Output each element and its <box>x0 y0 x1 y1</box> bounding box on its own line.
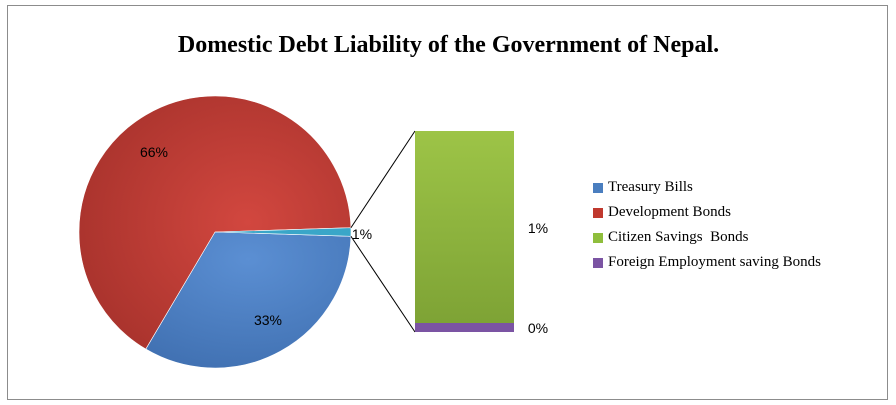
legend-item-treasury-bills: Treasury Bills <box>593 175 821 200</box>
pie-slice-development-bonds <box>78 95 352 350</box>
legend-item-foreign-employment-saving-bonds: Foreign Employment saving Bonds <box>593 250 821 275</box>
legend-label: Treasury Bills <box>608 179 693 195</box>
legend-label: Development Bonds <box>608 204 731 220</box>
chart-title: Domestic Debt Liability of the Governmen… <box>177 32 720 58</box>
pie-slice-other <box>214 227 352 237</box>
legend-swatch <box>593 257 603 268</box>
bar-segment-citizen-savings-bonds <box>415 131 514 323</box>
data-label-treasury-bills: 33% <box>254 312 282 328</box>
bar-segment-foreign-employment-saving-bonds <box>415 323 514 332</box>
legend-item-citizen-savings-bonds: Citizen Savings Bonds <box>593 225 821 250</box>
data-label-foreign-employment-saving-bonds: 0% <box>528 320 548 336</box>
connector-line-bottom <box>350 235 416 333</box>
legend-swatch <box>593 232 603 243</box>
data-label-development-bonds: 66% <box>140 144 168 160</box>
legend-item-development-bonds: Development Bonds <box>593 200 821 225</box>
legend-swatch <box>593 182 603 193</box>
connector-line-top <box>350 130 416 229</box>
legend-label: Citizen Savings Bonds <box>608 229 749 245</box>
legend-label: Foreign Employment saving Bonds <box>608 254 821 270</box>
pie-slice-treasury-bills <box>145 231 352 369</box>
legend-swatch <box>593 207 603 218</box>
data-label-other: 1% <box>352 226 372 242</box>
legend: Treasury Bills Development Bonds Citizen… <box>593 175 821 275</box>
data-label-citizen-savings-bonds: 1% <box>528 220 548 236</box>
